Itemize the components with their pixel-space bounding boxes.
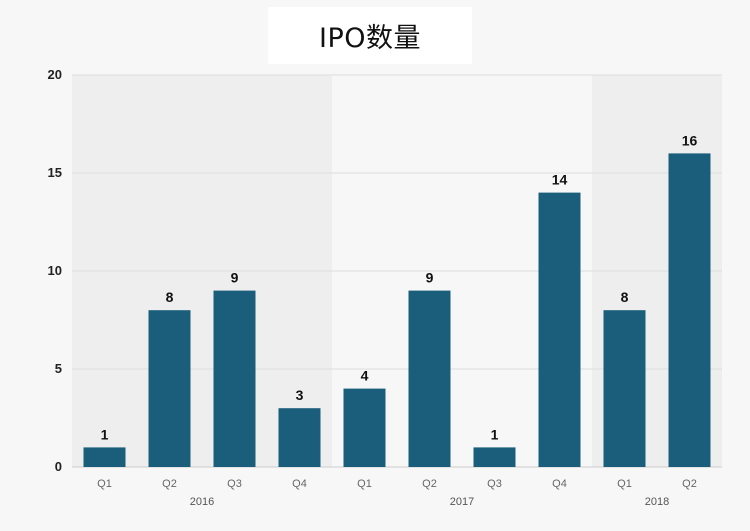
x-tick-label: Q3 [227, 478, 242, 490]
year-group-label: 2018 [645, 496, 669, 508]
y-tick-label: 10 [48, 263, 62, 278]
x-tick-label: Q1 [97, 478, 112, 490]
bar [213, 290, 256, 467]
data-label: 4 [361, 368, 369, 384]
y-axis-ticks: 0 5 10 15 20 [48, 67, 62, 474]
bar [538, 192, 581, 467]
bar [668, 153, 711, 467]
x-tick-label: Q2 [682, 478, 697, 490]
data-labels: 1 8 9 3 4 9 1 14 8 16 [101, 132, 698, 442]
bars [83, 153, 711, 467]
bar [148, 310, 191, 467]
chart-title: IPO数量 [319, 23, 421, 54]
year-group-labels: 2016 2017 2018 [190, 496, 669, 508]
bar [408, 290, 451, 467]
data-label: 3 [296, 387, 304, 403]
bar [473, 447, 516, 467]
x-tick-label: Q1 [357, 478, 372, 490]
y-tick-label: 0 [55, 459, 62, 474]
y-tick-label: 15 [48, 165, 62, 180]
bar [278, 408, 321, 467]
data-label: 9 [426, 270, 434, 286]
y-tick-label: 5 [55, 361, 62, 376]
data-label: 8 [166, 289, 174, 305]
bar [83, 447, 126, 467]
x-tick-label: Q4 [552, 478, 567, 490]
bar [603, 310, 646, 467]
x-tick-label: Q3 [487, 478, 502, 490]
data-label: 16 [682, 132, 698, 148]
x-tick-label: Q2 [162, 478, 177, 490]
data-label: 8 [621, 289, 629, 305]
x-tick-label: Q2 [422, 478, 437, 490]
year-group-label: 2017 [450, 496, 474, 508]
data-label: 1 [101, 426, 109, 442]
x-axis-ticks: Q1 Q2 Q3 Q4 Q1 Q2 Q3 Q4 Q1 Q2 [97, 478, 697, 490]
data-label: 1 [491, 426, 499, 442]
y-tick-label: 20 [48, 67, 62, 82]
bar [343, 388, 386, 467]
year-group-label: 2016 [190, 496, 214, 508]
data-label: 9 [231, 270, 239, 286]
chart-title-box: IPO数量 [268, 7, 472, 64]
x-tick-label: Q4 [292, 478, 307, 490]
data-label: 14 [552, 172, 568, 188]
x-tick-label: Q1 [617, 478, 632, 490]
